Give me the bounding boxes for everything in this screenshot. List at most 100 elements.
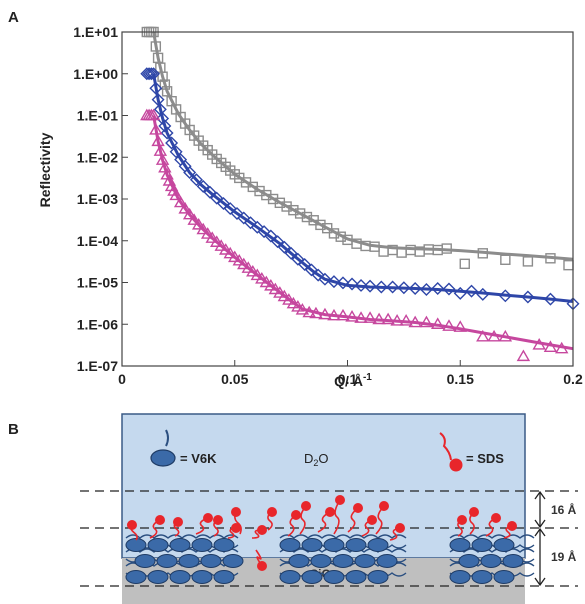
data-point-triangle [241,261,255,273]
legend-sds-label: = SDS [466,451,504,466]
x-axis-label-superscript: -1 [363,372,372,383]
data-point-triangle [151,134,165,147]
peptide-molecule [376,554,398,568]
data-point-triangle [191,217,206,230]
data-point-diamond [169,145,183,159]
solvent-label-sub: 2 [313,458,318,468]
sds-tail [485,517,497,537]
data-point-triangle [173,195,188,208]
data-point-triangle [408,315,422,328]
sds-molecule [257,561,267,571]
series-triangle [140,108,574,362]
data-point-square [150,41,162,52]
data-point-triangle [182,207,197,220]
peptide-backbone [449,534,535,539]
data-point-triangle [309,306,323,319]
data-point-square [545,253,556,264]
peptide-molecule [301,570,323,584]
data-point-triangle [336,308,350,321]
data-point-diamond [151,93,165,107]
data-point-diamond [210,191,224,205]
data-point-triangle [153,144,168,156]
data-point-triangle [158,160,172,173]
peptide-molecule [125,570,147,584]
data-point-diamond [160,126,174,140]
data-point-triangle [219,243,233,255]
sds-molecule [335,495,345,505]
y-tick-label: 1.E+01 [73,24,118,40]
data-point-diamond [203,185,217,199]
peptide-molecule [354,554,376,568]
peptide-molecule [458,554,480,568]
data-point-square [315,219,326,231]
data-point-square [477,248,488,259]
peptide-molecule [332,554,354,568]
thickness-arrow-top-heads [534,490,546,529]
data-point-diamond [257,225,271,239]
data-point-triangle [187,213,201,225]
y-tick-label: 1.E+00 [73,66,118,82]
data-point-triangle [268,282,283,295]
sds-molecule [213,515,223,525]
peptide-molecule [310,554,332,568]
v6k-legend-icon [150,449,176,467]
sds-tail [375,505,385,535]
data-point-diamond [419,283,433,296]
data-point-square [157,71,168,82]
peptide-backbone [449,548,535,553]
panel-b-letter: B [8,421,19,438]
peptide-molecule [323,570,345,584]
data-point-square [335,231,346,242]
peptide-molecule [178,554,200,568]
data-point-triangle [363,311,377,323]
sds-molecule [203,513,213,523]
sds-tail [317,511,331,533]
data-point-diamond [264,229,278,243]
x-tick-label: 0.2 [563,371,583,387]
peptide-molecule [345,538,367,552]
data-point-diamond [196,179,210,193]
data-point-triangle [277,289,292,302]
fit-line-square [152,31,574,261]
data-point-triangle [196,222,210,235]
data-point-diamond [165,136,179,150]
data-point-triangle [555,341,569,354]
sds-molecule [491,513,501,523]
peptide-molecule [367,570,389,584]
peptide-molecule [323,538,345,552]
data-point-diamond [291,252,305,266]
fit-line-diamond [152,73,574,303]
sds-molecule [231,523,241,533]
peptide-molecule [147,538,169,552]
data-point-diamond [543,292,557,306]
sds-tail [255,549,263,567]
data-point-triangle [155,153,170,165]
sds-tail [149,519,161,539]
data-point-triangle [149,123,163,135]
peptide-molecule [471,538,493,552]
peptide-backbone [279,534,407,539]
data-point-diamond [237,211,251,225]
peptide-molecule [191,570,213,584]
v6k-tail [165,429,169,447]
plot-frame [121,31,574,367]
thickness-arrows: 16 Å 19 Å [534,490,577,587]
sds-tail [439,432,452,461]
y-tick-label: 1.E-05 [77,275,118,291]
panel-a-letter: A [8,9,19,26]
x-tick-label: 0.05 [221,371,248,387]
data-point-diamond [304,263,318,277]
peptide-backbone [125,534,239,539]
data-point-diamond [336,276,350,290]
data-point-triangle [476,329,490,342]
data-point-square [288,204,299,216]
data-point-diamond [244,216,258,230]
peptide-molecule [213,570,235,584]
data-point-triangle [419,315,434,328]
data-point-triangle [327,308,341,321]
thickness-arrow-bottom-heads [534,527,546,587]
data-point-square [281,201,292,212]
data-point-square [161,86,173,97]
peptide-molecule [125,538,147,552]
sds-molecule [353,503,363,513]
